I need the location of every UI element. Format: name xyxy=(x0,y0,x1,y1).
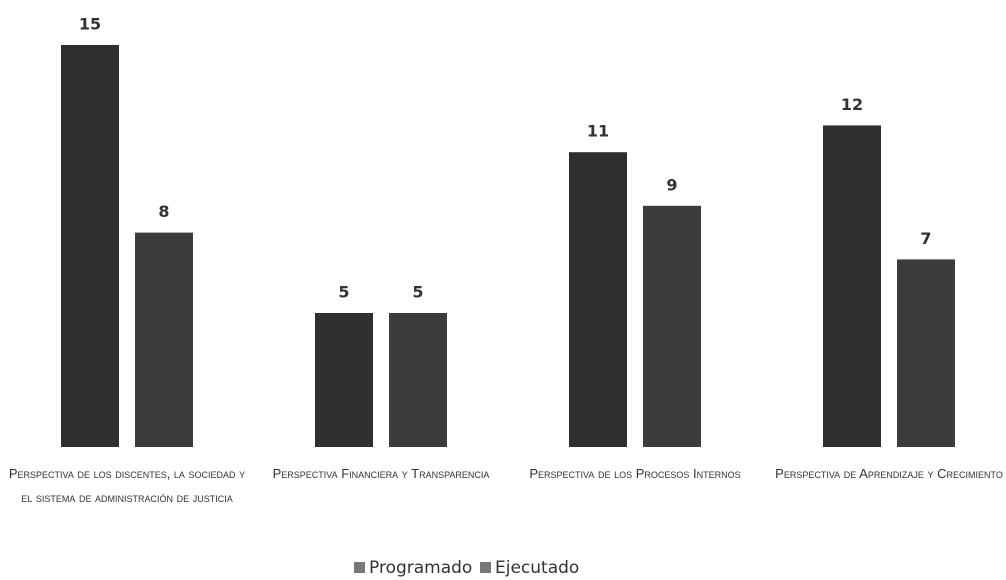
x-tick-label: Perspectiva de los discentes, la socieda… xyxy=(8,466,246,505)
value-label: 12 xyxy=(841,95,863,114)
legend-swatch xyxy=(354,562,365,573)
legend-label: Ejecutado xyxy=(495,558,579,578)
bar xyxy=(61,45,119,447)
x-tick-label: Perspectiva de Aprendizaje y Crecimiento xyxy=(775,466,1003,481)
x-tick-label: Perspectiva de los Procesos Internos xyxy=(529,466,741,481)
bar xyxy=(823,125,881,448)
value-label: 15 xyxy=(79,15,101,34)
bar xyxy=(897,259,955,447)
bar xyxy=(315,313,373,447)
bar xyxy=(135,232,193,447)
value-label: 7 xyxy=(920,229,931,248)
value-label: 5 xyxy=(338,283,349,302)
value-label: 8 xyxy=(158,202,169,221)
value-label: 5 xyxy=(412,283,423,302)
x-tick-label: Perspectiva Financiera y Transparencia xyxy=(272,466,490,481)
value-label: 11 xyxy=(587,122,609,141)
legend-label: Programado xyxy=(369,558,472,578)
bar xyxy=(389,313,447,447)
value-label: 9 xyxy=(666,175,677,194)
bar xyxy=(569,152,627,447)
bar xyxy=(643,205,701,447)
legend-swatch xyxy=(480,562,491,573)
